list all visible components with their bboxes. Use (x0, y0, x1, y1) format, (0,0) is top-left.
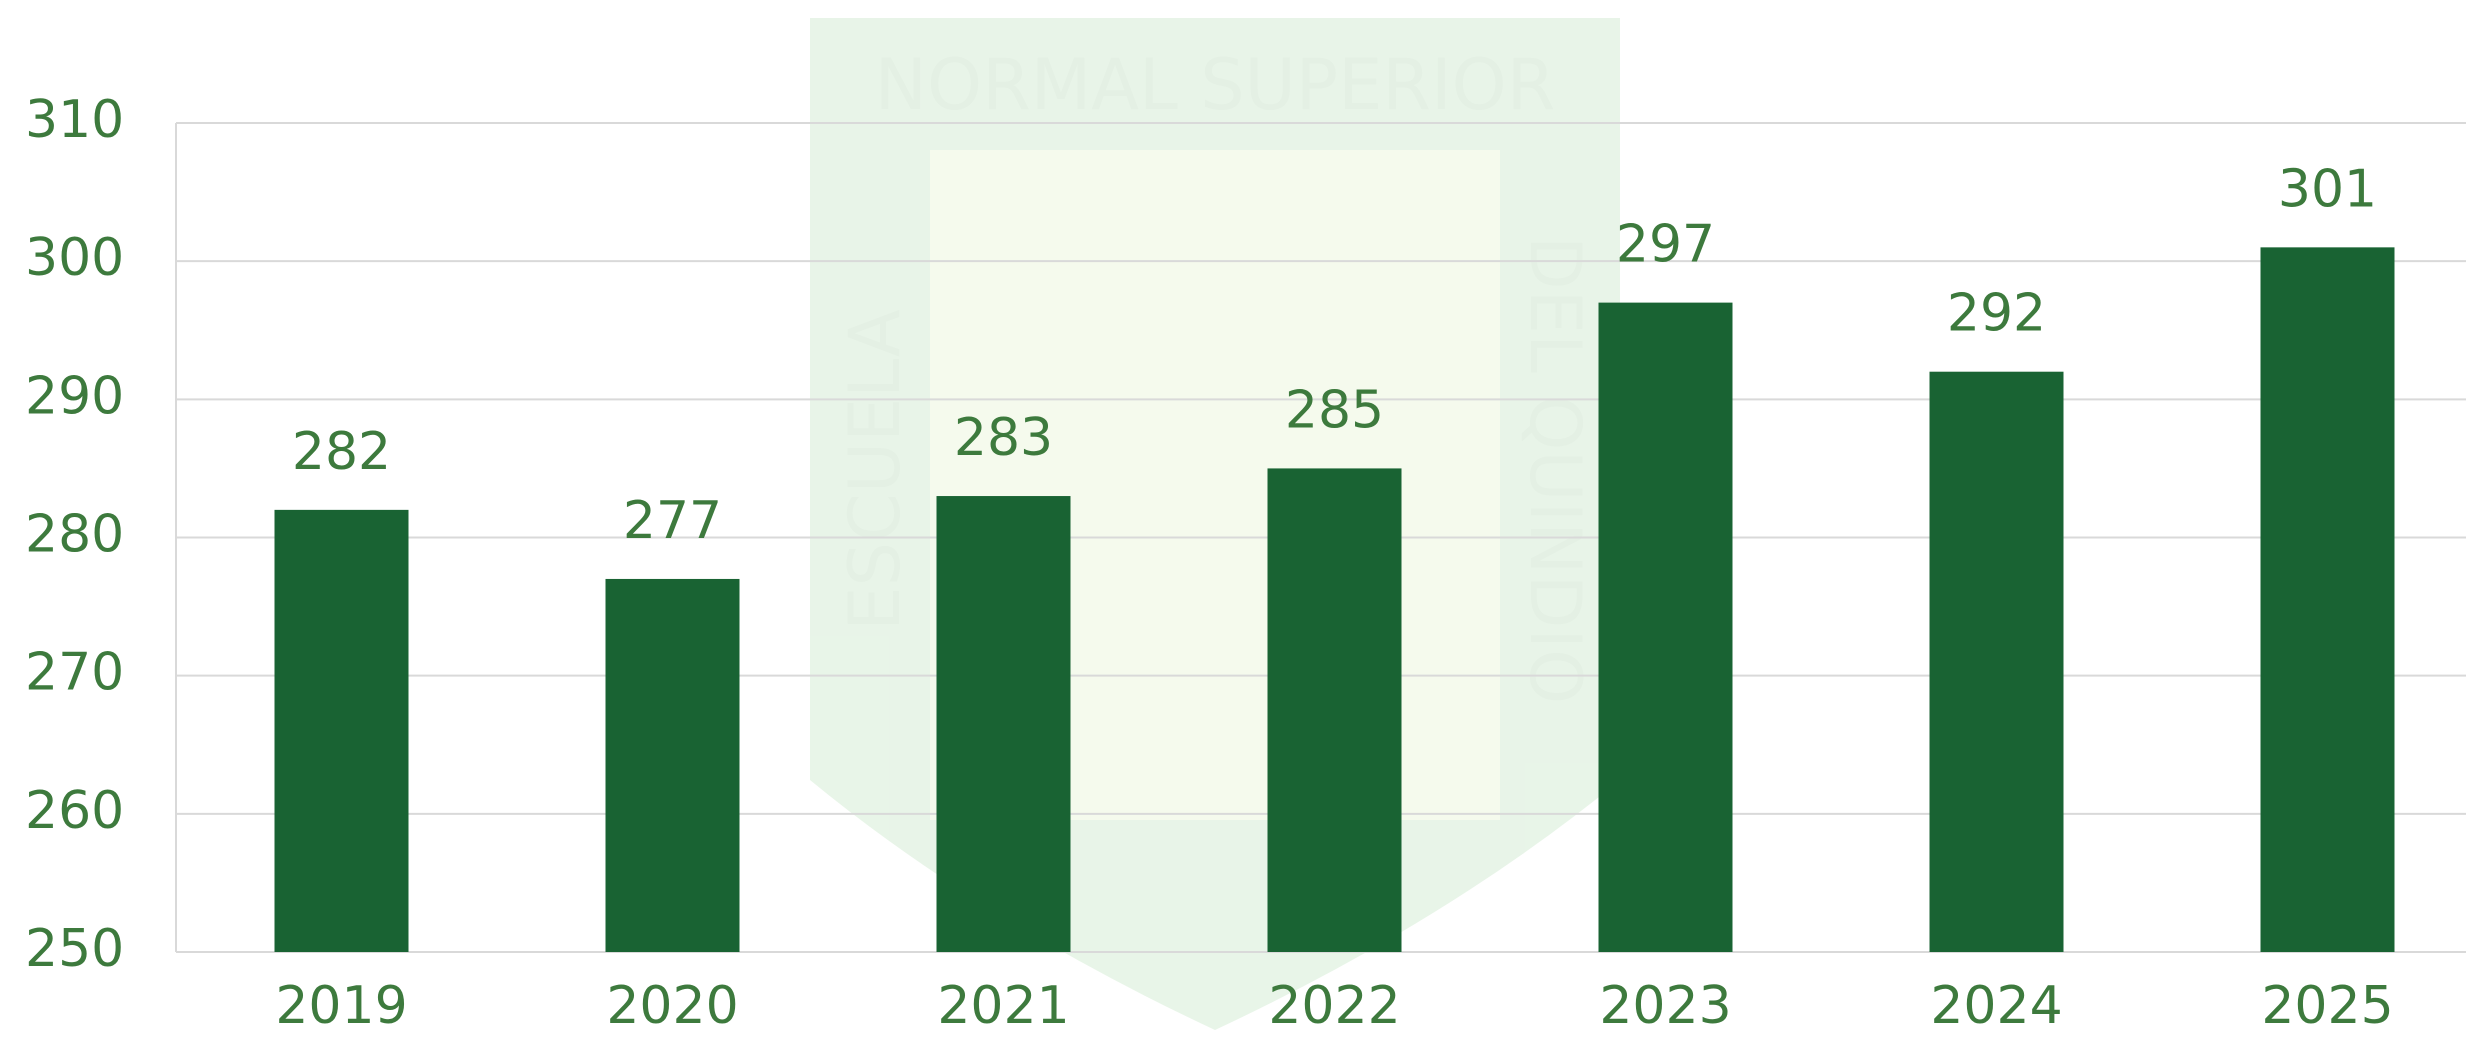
data-label: 301 (2278, 159, 2377, 219)
x-tick-label: 2024 (1930, 976, 2062, 1036)
y-tick-label: 290 (25, 366, 124, 426)
data-label: 285 (1285, 380, 1384, 440)
y-tick-label: 260 (25, 781, 124, 841)
y-tick-label: 310 (25, 90, 124, 150)
data-label: 277 (623, 491, 722, 551)
watermark-right: DEL QUINDIO (1514, 236, 1596, 704)
y-tick-label: 250 (25, 919, 124, 979)
x-tick-label: 2020 (606, 976, 738, 1036)
x-tick-label: 2025 (2261, 976, 2393, 1036)
watermark: NORMAL SUPERIOR ESCUELA DEL QUINDIO (810, 18, 1620, 1030)
bar (936, 496, 1071, 952)
bar (2260, 247, 2395, 953)
y-tick-label: 300 (25, 228, 124, 288)
data-label: 292 (1947, 284, 2046, 344)
x-tick-label: 2021 (937, 976, 1069, 1036)
y-tick-label: 270 (25, 643, 124, 703)
bar (605, 578, 740, 952)
x-tick-label: 2019 (275, 976, 407, 1036)
watermark-left: ESCUELA (834, 309, 916, 631)
y-tick-label: 280 (25, 505, 124, 565)
bar (274, 509, 409, 952)
bar (1598, 302, 1733, 952)
bar (1267, 468, 1402, 952)
bar (1929, 371, 2064, 952)
data-label: 297 (1616, 215, 1715, 275)
data-label: 282 (292, 422, 391, 482)
watermark-title: NORMAL SUPERIOR (875, 44, 1556, 126)
x-tick-label: 2022 (1268, 976, 1400, 1036)
x-tick-label: 2023 (1599, 976, 1731, 1036)
data-label: 283 (954, 408, 1053, 468)
